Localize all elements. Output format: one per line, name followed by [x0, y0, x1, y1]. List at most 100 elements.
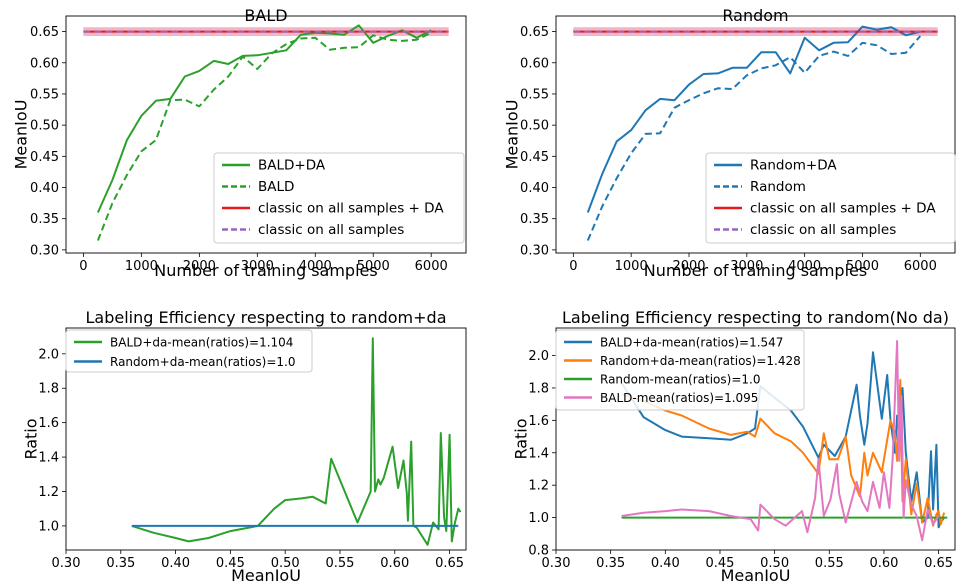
chart-bald: BALD Number of training samples MeanIoU … — [12, 6, 467, 280]
y-tick-label: 0.30 — [520, 243, 549, 258]
legend-label: Random — [750, 179, 806, 195]
y-tick-label: 0.45 — [520, 150, 549, 165]
x-tick-label: 2000 — [183, 259, 216, 274]
legend-label: classic on all samples + DA — [258, 201, 444, 217]
legend-label: Random+da-mean(ratios)=1.428 — [600, 354, 801, 368]
x-tick-label: 0.55 — [815, 556, 844, 571]
chart-labeling-efficiency-random-no-da: Labeling Efficiency respecting to random… — [512, 308, 956, 585]
legend-label: BALD+da-mean(ratios)=1.104 — [110, 336, 293, 350]
axes-frame — [65, 327, 467, 551]
series-line — [96, 24, 432, 213]
x-tick-label: 0 — [569, 259, 577, 274]
y-tick-label: 2.0 — [38, 347, 59, 362]
x-tick-label: 0.35 — [106, 556, 135, 571]
y-tick-label: 0.50 — [520, 119, 549, 134]
y-tick-label: 1.0 — [38, 519, 59, 534]
chart-random: Random Number of training samples MeanIo… — [503, 6, 956, 280]
legend-label: Random-mean(ratios)=1.0 — [600, 373, 760, 387]
y-tick-label: 0.65 — [520, 25, 549, 40]
legend-label: Random+da-mean(ratios)=1.0 — [110, 355, 296, 369]
series-line — [586, 25, 921, 213]
y-tick-label: 1.0 — [528, 511, 549, 526]
x-tick-label: 6000 — [415, 259, 448, 274]
y-tick-label: 0.60 — [520, 56, 549, 71]
series-line — [96, 31, 432, 241]
x-tick-label: 0.65 — [435, 556, 464, 571]
y-tick-label: 0.30 — [30, 243, 59, 258]
y-tick-label: 1.6 — [38, 416, 59, 431]
y-tick-label: 1.8 — [528, 381, 549, 396]
y-tick-label: 0.40 — [520, 181, 549, 196]
x-tick-label: 0.30 — [542, 556, 571, 571]
x-tick-label: 5000 — [357, 259, 390, 274]
chart-labeling-efficiency-random-da: Labeling Efficiency respecting to random… — [22, 308, 467, 585]
x-tick-label: 3000 — [241, 259, 274, 274]
legend-label: BALD — [258, 179, 294, 195]
plot-area: 0 1000 2000 3000 4000 5000 6000 0.30 0.35 0.40 0.4… — [520, 15, 956, 274]
x-tick-label: 0 — [79, 259, 87, 274]
chart-title: Labeling Efficiency respecting to random… — [85, 308, 446, 327]
y-tick-label: 0.35 — [30, 212, 59, 227]
x-tick-label: 1000 — [125, 259, 158, 274]
legend-label: classic on all samples + DA — [750, 201, 936, 217]
y-tick-label: 0.60 — [30, 56, 59, 71]
series-layer — [573, 25, 938, 241]
legend-frame — [213, 152, 465, 244]
y-tick-label: 0.50 — [30, 119, 59, 134]
series-line — [586, 35, 922, 241]
x-tick-label: 0.45 — [216, 556, 245, 571]
x-tick-label: 0.60 — [380, 556, 409, 571]
y-tick-label: 1.2 — [528, 479, 549, 494]
chart-title: Labeling Efficiency respecting to random… — [562, 308, 949, 327]
y-tick-label: 0.8 — [528, 544, 549, 559]
y-axis-label: Ratio — [22, 418, 41, 459]
y-axis-label: MeanIoU — [503, 100, 522, 170]
chart-title: Random — [722, 6, 788, 25]
y-axis-label: MeanIoU — [12, 100, 31, 170]
x-tick-label: 6000 — [904, 259, 937, 274]
y-tick-label: 1.6 — [528, 414, 549, 429]
axes-frame — [65, 15, 467, 254]
y-tick-label: 0.55 — [520, 87, 549, 102]
y-tick-label: 0.40 — [30, 181, 59, 196]
series-line — [621, 340, 940, 542]
x-tick-label: 0.30 — [52, 556, 81, 571]
legend: Random+DA Random classic on all samples + … — [705, 152, 956, 244]
series-layer — [131, 337, 462, 546]
y-tick-label: 1.8 — [38, 382, 59, 397]
legend: BALD+da-mean(ratios)=1.547 Random+da-mean… — [555, 329, 805, 411]
y-tick-label: 0.45 — [30, 150, 59, 165]
x-tick-label: 0.40 — [161, 556, 190, 571]
legend-label: classic on all samples — [750, 222, 896, 238]
legend-frame — [65, 329, 313, 373]
x-tick-label: 0.40 — [651, 556, 680, 571]
legend: BALD+DA BALD classic on all samples + DA cl… — [213, 152, 465, 244]
x-axis-label: MeanIoU — [721, 566, 791, 585]
x-axis-label: MeanIoU — [231, 566, 301, 585]
plot-area: 0 1000 2000 3000 4000 5000 6000 0.30 0.35 0.40 0.4… — [30, 15, 467, 274]
x-axis-label: Number of training samples — [154, 261, 377, 280]
y-tick-label: 0.35 — [520, 212, 549, 227]
series-line — [131, 337, 462, 546]
x-tick-label: 5000 — [846, 259, 879, 274]
x-tick-label: 0.50 — [760, 556, 789, 571]
series-layer — [83, 24, 449, 241]
x-tick-label: 0.35 — [596, 556, 625, 571]
y-tick-label: 1.4 — [38, 451, 59, 466]
legend-label: BALD+da-mean(ratios)=1.547 — [600, 336, 783, 350]
plot-area: 0.30 0.35 0.40 0.45 0.50 0.55 0.60 0.65 1.0 1.2 1.… — [38, 327, 467, 571]
y-axis-label: Ratio — [512, 418, 531, 459]
x-tick-label: 0.45 — [705, 556, 734, 571]
legend-frame — [705, 152, 956, 244]
legend-frame — [555, 329, 805, 411]
x-tick-label: 4000 — [299, 259, 332, 274]
x-axis-label: Number of training samples — [644, 261, 867, 280]
axes-frame — [555, 327, 956, 551]
x-tick-label: 1000 — [615, 259, 648, 274]
y-tick-label: 2.0 — [528, 349, 549, 364]
y-tick-label: 0.55 — [30, 87, 59, 102]
y-tick-label: 1.2 — [38, 485, 59, 500]
axes-frame — [555, 15, 956, 254]
legend-label: BALD-mean(ratios)=1.095 — [600, 391, 758, 405]
